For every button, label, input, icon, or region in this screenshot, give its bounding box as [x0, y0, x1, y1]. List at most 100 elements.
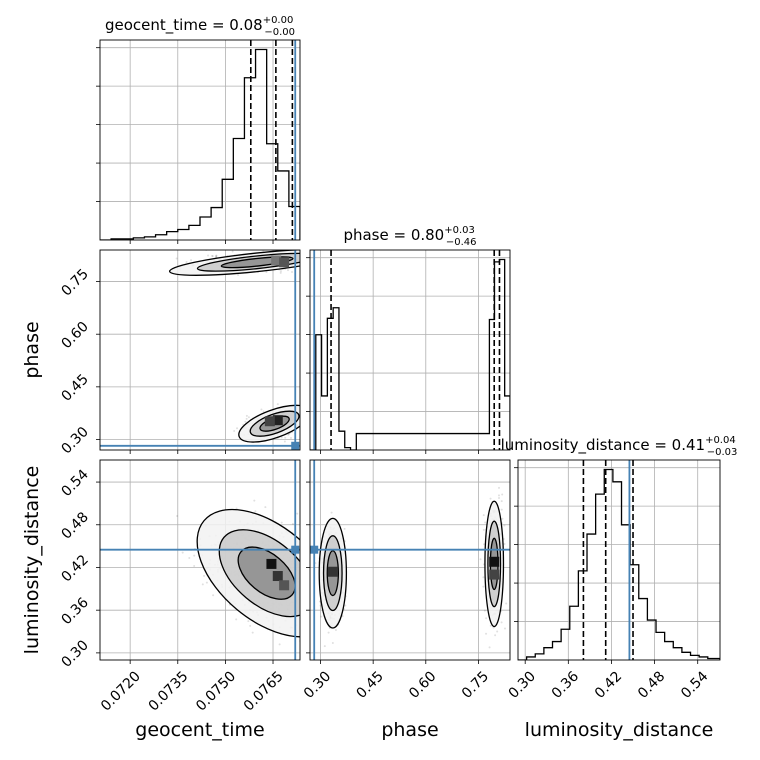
y-axis-label-phase: phase	[21, 321, 43, 378]
title-main: luminosity_distance = 0.41	[501, 436, 705, 455]
sample-point	[287, 269, 290, 272]
panel-geocent_time-vs-phase	[100, 250, 326, 450]
sample-point	[305, 615, 307, 617]
sample-point	[301, 265, 303, 267]
truth-marker	[310, 545, 319, 554]
sample-point	[301, 264, 303, 266]
sample-point	[334, 628, 337, 631]
sample-point	[305, 263, 307, 265]
sample-point	[233, 430, 236, 433]
sample-point	[483, 609, 486, 612]
sample-point	[304, 600, 306, 602]
x-axis-label-luminosity_distance: luminosity_distance	[525, 719, 714, 741]
sample-point	[324, 262, 326, 264]
title-main: geocent_time = 0.08	[105, 16, 263, 35]
histogram-geocent_time	[100, 48, 300, 240]
tick-label-phase: 0.60	[58, 319, 91, 352]
sample-point	[207, 254, 210, 257]
sample-point	[185, 261, 188, 264]
density-cell	[279, 580, 290, 591]
tick-label-luminosity_distance: 0.36	[549, 668, 582, 701]
histogram-frame-geocent_time	[99, 39, 301, 241]
density-cell	[272, 571, 283, 582]
sample-point	[482, 576, 485, 579]
sample-point	[311, 599, 313, 601]
tick-label-phase: 0.75	[58, 266, 91, 299]
sample-point	[343, 527, 346, 530]
sample-point	[322, 253, 324, 255]
sample-point	[503, 627, 506, 630]
panel-frame	[99, 249, 301, 451]
sample-point	[317, 596, 319, 598]
panel-phase-vs-luminosity_distance	[310, 460, 510, 660]
sample-point	[503, 524, 506, 527]
sample-point	[305, 563, 307, 565]
sample-point	[307, 424, 309, 426]
sample-point	[262, 410, 265, 413]
sample-point	[483, 543, 486, 546]
sample-point	[251, 631, 254, 634]
panel-frame	[99, 459, 301, 661]
sample-point	[307, 552, 309, 554]
sample-point	[205, 581, 208, 584]
histogram-luminosity_distance	[518, 468, 720, 660]
sample-point	[190, 259, 193, 262]
sample-point	[302, 586, 304, 588]
sample-point	[308, 606, 310, 608]
sample-point	[289, 436, 292, 439]
panel-geocent_time-vs-luminosity_distance	[100, 460, 319, 660]
sample-point	[279, 270, 282, 273]
sample-point	[323, 254, 325, 256]
histogram-frame-luminosity_distance	[517, 459, 721, 661]
sample-point	[291, 271, 294, 274]
sample-point	[482, 585, 485, 588]
sample-point	[305, 262, 307, 264]
title-sub: −0.46	[446, 237, 477, 248]
tick-label-phase: 0.45	[354, 668, 387, 701]
sample-point	[327, 631, 330, 634]
tick-label-geocent_time: 0.0750	[193, 668, 239, 714]
sample-point	[307, 416, 309, 418]
sample-point	[505, 602, 508, 605]
sample-point	[296, 512, 299, 515]
sample-point	[280, 436, 283, 439]
sample-point	[211, 255, 214, 258]
sample-point	[301, 561, 303, 563]
sample-point	[498, 497, 501, 500]
sample-point	[331, 642, 334, 645]
sample-point	[236, 427, 239, 430]
density-cell	[271, 255, 282, 266]
sample-point	[488, 646, 491, 649]
sample-point	[316, 598, 318, 600]
sample-point	[303, 552, 305, 554]
sample-point	[316, 260, 318, 262]
sample-point	[304, 562, 306, 564]
sample-point	[302, 602, 304, 604]
sample-point	[500, 508, 503, 511]
sample-point	[215, 254, 218, 257]
sample-point	[203, 574, 206, 577]
sample-point	[304, 603, 306, 605]
sample-point	[231, 250, 234, 253]
title-main: phase = 0.80	[343, 226, 444, 244]
sample-point	[305, 594, 307, 596]
sample-point	[317, 598, 319, 600]
sample-point	[306, 601, 308, 603]
sample-point	[300, 569, 302, 571]
sample-point	[330, 511, 333, 514]
sample-point	[489, 624, 492, 627]
sample-point	[291, 522, 294, 525]
title-sub: −0.00	[264, 27, 295, 38]
tick-label-luminosity_distance: 0.54	[58, 466, 91, 499]
sample-point	[310, 596, 312, 598]
panel-title-phase: phase = 0.80+0.03 −0.46	[343, 225, 476, 248]
sample-point	[181, 551, 184, 554]
sample-point	[498, 486, 501, 489]
sample-point	[300, 544, 302, 546]
sample-point	[193, 564, 196, 567]
tick-label-geocent_time: 0.0720	[98, 668, 144, 714]
sample-point	[318, 265, 320, 267]
tick-label-luminosity_distance: 0.48	[58, 509, 91, 542]
sample-point	[305, 562, 307, 564]
tick-label-phase: 0.30	[301, 668, 334, 701]
